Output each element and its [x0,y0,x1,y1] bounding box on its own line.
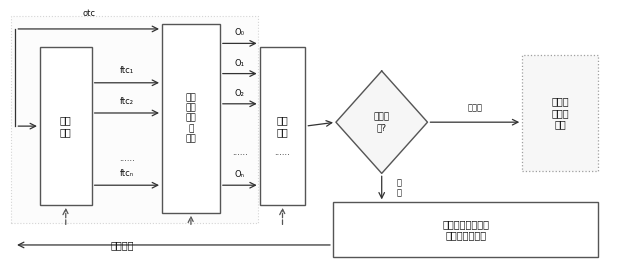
Text: 满
足: 满 足 [397,178,402,198]
Text: ......: ...... [275,148,290,157]
Text: 输入
关系: 输入 关系 [60,115,72,137]
Text: O₁: O₁ [235,59,245,68]
Text: 不满足: 不满足 [467,103,482,112]
Bar [11,16,259,223]
Bar [162,24,220,213]
Text: ftc₂: ftc₂ [120,97,134,106]
Text: 失效测
试用例
定位: 失效测 试用例 定位 [551,96,569,130]
Text: ftc₁: ftc₁ [120,66,134,76]
Bar [522,55,599,171]
Text: 被测
软件
（自
关
系）: 被测 软件 （自 关 系） [186,93,196,144]
Bar [333,202,599,258]
Text: 输出
关系: 输出 关系 [277,115,288,137]
Text: ......: ...... [232,148,247,157]
Text: 是否满
足?: 是否满 足? [374,113,390,132]
Text: otc: otc [82,9,95,18]
Text: ......: ...... [119,154,135,163]
Text: ftcₙ: ftcₙ [120,169,134,178]
Bar [11,227,328,263]
Bar [40,47,92,205]
Bar [260,47,305,205]
Text: Oₙ: Oₙ [235,170,245,179]
Polygon shape [336,71,427,173]
Text: 蜕变关系集中选择
下一个蜕变关系: 蜕变关系集中选择 下一个蜕变关系 [442,219,489,241]
Text: O₂: O₂ [235,89,245,98]
Text: O₀: O₀ [235,28,245,37]
Text: 蜕变关系: 蜕变关系 [110,240,134,250]
